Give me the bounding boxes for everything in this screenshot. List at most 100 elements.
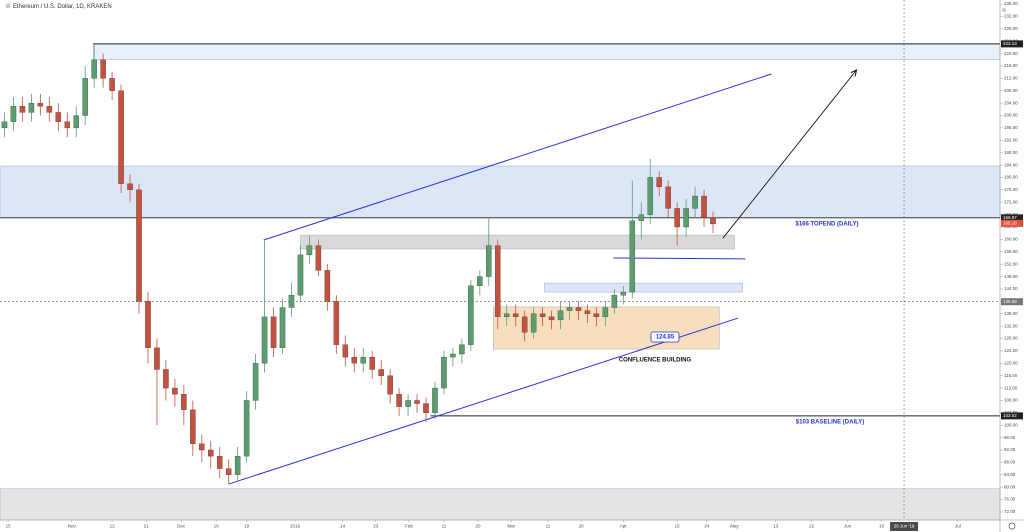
candle-body	[37, 102, 44, 107]
candle-body	[342, 344, 349, 358]
candle-body	[396, 394, 402, 407]
candle-body	[405, 400, 411, 407]
candle-body	[127, 183, 133, 191]
candle-body	[701, 195, 707, 218]
x-tick-label: 11	[546, 524, 551, 529]
candle-body	[638, 214, 645, 221]
candle-body	[100, 59, 106, 79]
x-tick-label: May	[730, 524, 739, 529]
candle-body	[369, 356, 375, 370]
candle-body	[692, 195, 698, 209]
candle-body	[512, 313, 519, 317]
y-tick-label: 200.00	[1004, 113, 1018, 118]
candle-body	[234, 456, 241, 475]
price-tag-box	[1001, 412, 1023, 420]
y-tick-label: 192.00	[1004, 137, 1018, 142]
candle-body	[665, 186, 671, 209]
candle-body	[468, 285, 474, 345]
candle-body	[252, 363, 259, 401]
trendline	[613, 257, 746, 260]
price-tag: 166.97	[1003, 215, 1017, 220]
candle-body	[216, 456, 223, 469]
zone	[93, 43, 1001, 60]
x-tick-label: 23	[373, 524, 379, 529]
y-tick-label: 132.00	[1004, 323, 1018, 328]
candle-body	[575, 307, 582, 311]
candle-body	[450, 353, 456, 358]
candle-body	[225, 468, 232, 475]
y-tick-label: 204.00	[1004, 100, 1018, 105]
zone	[0, 488, 1001, 521]
x-tick-label: 21	[144, 524, 150, 529]
candle-body	[333, 301, 340, 345]
chart-title: Ethereum / U.S. Dollar, 1D, KRAKEN	[13, 4, 112, 10]
candle-body	[1, 121, 8, 129]
candle-body	[351, 356, 358, 364]
y-tick-label: 112.00	[1004, 385, 1018, 390]
y-tick-label: 216.00	[1004, 63, 1018, 68]
candle-body	[477, 276, 483, 287]
candle-body	[629, 220, 636, 293]
x-tick-label: 20	[476, 524, 482, 529]
candle-body	[297, 254, 304, 296]
price-tag-box	[1001, 40, 1023, 48]
x-tick-label: 11	[442, 524, 447, 529]
price-tag: 223.13	[1003, 41, 1017, 46]
y-tick-label: 72.00	[1004, 509, 1016, 514]
x-tick-label: 13	[773, 524, 779, 529]
y-tick-label: 168.00	[1004, 212, 1018, 217]
candle-body	[10, 106, 17, 122]
y-tick-label: 116.00	[1004, 373, 1018, 378]
y-tick-label: 92.00	[1004, 447, 1016, 452]
zone	[0, 165, 1001, 219]
x-tick-label: 22	[809, 524, 815, 529]
x-tick-label: Feb	[405, 524, 413, 529]
price-tag: 103.02	[1003, 413, 1017, 418]
y-tick-label: 196.00	[1004, 125, 1018, 130]
candle-body	[647, 177, 653, 215]
candle-body	[584, 310, 591, 314]
candle-body	[423, 403, 429, 413]
candle-body	[145, 301, 151, 348]
candle-body	[19, 106, 26, 113]
candle-body	[378, 369, 384, 376]
y-tick-label: 232.00	[1004, 14, 1018, 19]
candle-body	[414, 400, 420, 404]
x-tick-label: 10	[879, 524, 885, 529]
current-price: 165.18	[1003, 221, 1017, 226]
y-tick-label: 184.00	[1004, 162, 1018, 167]
x-tick-label: 19	[244, 524, 250, 529]
candle-body	[172, 387, 178, 395]
candle-body	[459, 344, 465, 355]
candle-body	[190, 409, 196, 444]
candle-body	[199, 443, 205, 451]
candle-body	[46, 106, 53, 113]
y-tick-label: 156.00	[1004, 249, 1018, 254]
candle-body	[163, 369, 169, 389]
candle-body	[521, 316, 528, 333]
price-tag-box	[1001, 298, 1023, 306]
x-tick-label: 2019	[290, 524, 301, 529]
x-tick-label: 20	[579, 524, 585, 529]
x-tick-label: 12	[110, 524, 116, 529]
candle-body	[611, 295, 618, 308]
candle-body	[82, 78, 88, 116]
y-tick-label: 80.00	[1004, 484, 1016, 489]
cursor-label: 26 Jun '19	[894, 524, 915, 529]
annotation: $166 TOPEND (DAILY)	[795, 222, 858, 228]
trendline	[263, 73, 772, 241]
zone	[300, 234, 735, 250]
candle-body	[620, 291, 627, 296]
candle-body	[432, 387, 438, 413]
y-tick-label: 120.00	[1004, 360, 1018, 365]
candle-body	[261, 316, 268, 364]
x-tick-label: 14	[340, 524, 346, 529]
price-tag: 139.88	[1003, 299, 1017, 304]
candle-body	[136, 189, 142, 302]
candle-body	[710, 217, 716, 225]
settings-button[interactable]	[1008, 522, 1016, 530]
x-tick-label: Jul	[955, 524, 961, 529]
y-tick-label: 180.00	[1004, 175, 1018, 180]
candle-body	[315, 245, 322, 271]
